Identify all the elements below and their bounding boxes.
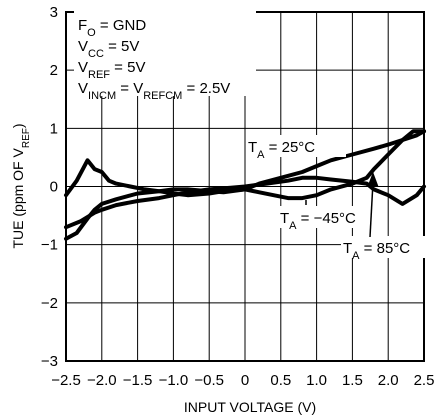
y-tick-label: 2 — [50, 62, 58, 79]
x-tick-label: −1.5 — [123, 372, 153, 389]
series-label-2: TA = 85°C — [343, 240, 410, 262]
series-label-bg-2 — [341, 236, 436, 258]
x-axis-title: INPUT VOLTAGE (V) — [184, 399, 316, 415]
y-tick-label: −3 — [41, 353, 58, 370]
y-tick-label: −1 — [41, 237, 58, 254]
x-tick-label: 0.5 — [270, 372, 291, 389]
x-tick-label: 2.0 — [378, 372, 399, 389]
series-label-1: TA = −45°C — [280, 210, 356, 232]
x-tick-label: −0.5 — [194, 372, 224, 389]
series-label-bg-0 — [246, 135, 346, 157]
x-tick-label: −1.0 — [159, 372, 189, 389]
x-tick-label: 0 — [241, 372, 249, 389]
series-label-0: TA = 25°C — [248, 139, 315, 161]
x-tick-label: 1.0 — [306, 372, 327, 389]
y-tick-label: −2 — [41, 295, 58, 312]
arrow-85c-head — [367, 171, 379, 187]
condition-line-3: VINCM = VREFCM = 2.5V — [78, 80, 230, 102]
x-tick-labels: −2.5 −2.0 −1.5 −1.0 −0.5 0 0.5 1.0 1.5 2.0 2.5 — [51, 372, 434, 389]
y-tick-labels: 3 2 1 0 −1 −2 −3 — [41, 4, 58, 370]
arrow-85c — [369, 181, 374, 238]
condition-line-1: VCC = 5V — [78, 38, 139, 60]
x-tick-label: 1.5 — [342, 372, 363, 389]
y-tick-label: 1 — [50, 120, 58, 137]
series-group — [64, 129, 426, 241]
conditions-background — [74, 8, 256, 96]
series-line-2 — [64, 129, 426, 201]
series-labels: TA = 25°C TA = −45°C TA = 85°C — [246, 135, 436, 262]
x-tick-label: 2.5 — [414, 372, 435, 389]
x-tick-label: −2.0 — [87, 372, 117, 389]
series-label-bg-1 — [278, 206, 382, 228]
y-tick-label: 3 — [50, 4, 58, 21]
x-tick-label: −2.5 — [51, 372, 81, 389]
y-tick-label: 0 — [50, 179, 58, 196]
condition-line-0: FO = GND — [78, 17, 146, 39]
series-line-1 — [64, 175, 426, 230]
condition-line-2: VREF = 5V — [78, 59, 145, 81]
y-axis-title: TUE (ppm OF VREF) — [10, 123, 32, 248]
callout-arrows — [305, 171, 379, 238]
